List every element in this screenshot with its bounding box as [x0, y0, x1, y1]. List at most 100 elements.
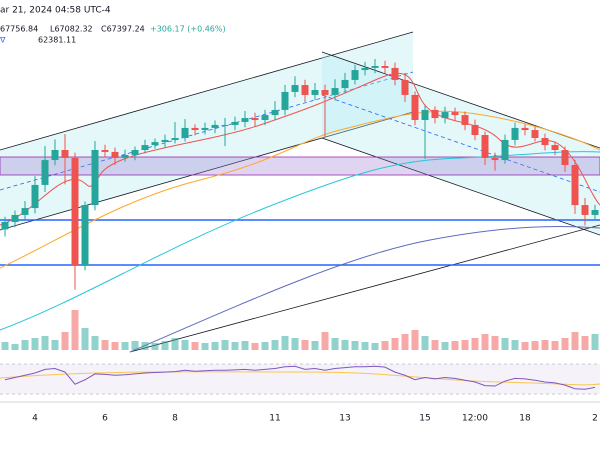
candle-body: [11, 214, 19, 222]
candle-body: [91, 150, 99, 206]
volume-bar: [341, 340, 349, 350]
candle-body: [571, 165, 579, 206]
level-text: 62381.11: [38, 36, 76, 45]
volume-bar: [61, 332, 69, 350]
candle-body: [561, 150, 569, 165]
candle-body: [451, 112, 459, 116]
volume-bar: [251, 343, 259, 350]
x-tick-label: 13: [339, 414, 350, 424]
channel-line: [0, 31, 414, 151]
x-tick-label: 15: [419, 414, 430, 424]
moving-average: [0, 110, 600, 269]
candle-body: [61, 150, 69, 158]
candle-body: [551, 145, 559, 150]
candle-body: [251, 118, 259, 120]
candle-body: [441, 112, 449, 119]
candle-body: [281, 91, 289, 110]
volume-bar: [261, 342, 269, 350]
candle-body: [111, 151, 119, 158]
volume-bar: [111, 342, 119, 350]
x-tick-label: 6: [102, 414, 108, 424]
volume-bar: [411, 330, 419, 350]
moving-average: [0, 72, 600, 226]
volume-bar: [541, 340, 549, 350]
channel-mid: [0, 71, 414, 191]
channel-line: [0, 111, 414, 231]
candle-body: [41, 160, 49, 185]
candle-body: [1, 222, 9, 230]
candle-body: [361, 67, 369, 71]
candle-body: [391, 67, 399, 80]
volume-bar: [571, 332, 579, 350]
candle-body: [541, 138, 549, 146]
candle-body: [231, 121, 239, 125]
x-tick-label: 4: [32, 414, 38, 424]
candle-body: [581, 205, 589, 215]
candle-body: [471, 124, 479, 135]
rsi-band: [0, 364, 600, 394]
date-text: ar 21, 2024 04:58 UTC-4: [0, 6, 111, 16]
volume-bar: [511, 340, 519, 350]
volume-bar: [381, 341, 389, 350]
channel-mid: [321, 94, 600, 193]
volume-bar: [561, 338, 569, 350]
candle-body: [401, 79, 409, 95]
volume-bar: [121, 342, 129, 350]
volume-bar: [81, 328, 89, 350]
candle-body: [381, 66, 389, 68]
candle-body: [531, 130, 539, 138]
candle-body: [521, 127, 529, 131]
volume-bar: [1, 342, 9, 350]
volume-bar: [401, 334, 409, 350]
volume-bar: [211, 342, 219, 350]
candle-body: [181, 127, 189, 138]
candle-body: [351, 70, 359, 80]
volume-bar: [151, 343, 159, 350]
candle-body: [501, 139, 509, 161]
candle-body: [241, 118, 249, 122]
candle-body: [191, 127, 199, 131]
volume-bar: [321, 332, 329, 350]
volume-bar: [331, 338, 339, 350]
change-text: +306.17 (+0.46%): [150, 25, 226, 34]
volume-bar: [51, 340, 59, 350]
candle-body: [121, 154, 129, 158]
volume-bar: [371, 343, 379, 350]
candle-body: [371, 66, 379, 68]
x-tick-label: 2: [592, 414, 598, 424]
volume-bar: [191, 342, 199, 350]
candle-body: [331, 88, 339, 95]
candle-body: [151, 142, 159, 146]
moving-average: [129, 225, 600, 353]
moving-average: [0, 151, 600, 331]
volume-bar: [281, 336, 289, 350]
volume-bar: [391, 338, 399, 350]
candle-body: [411, 94, 419, 120]
candle-body: [321, 90, 329, 95]
volume-bar: [41, 336, 49, 350]
volume-bar: [91, 336, 99, 350]
volume-bar: [591, 334, 599, 350]
candle-body: [311, 90, 319, 95]
candle-body: [21, 208, 29, 215]
volume-bar: [501, 338, 509, 350]
volume-bar: [431, 340, 439, 350]
candle-body: [171, 138, 179, 140]
candle-body: [341, 79, 349, 89]
candle-body: [71, 157, 79, 266]
high-text: 67756.84: [0, 25, 38, 34]
candle-body: [271, 109, 279, 116]
candle-body: [161, 139, 169, 143]
channel-line: [321, 137, 600, 236]
volume-bar: [71, 310, 79, 350]
volume-bar: [101, 340, 109, 350]
volume-bar: [11, 344, 19, 350]
volume-bar: [481, 334, 489, 350]
x-tick-label: 8: [172, 414, 178, 424]
volume-bar: [441, 342, 449, 350]
volume-bar: [451, 341, 459, 350]
candle-body: [141, 145, 149, 150]
candle-body: [131, 150, 139, 155]
volume-bar: [21, 340, 29, 350]
